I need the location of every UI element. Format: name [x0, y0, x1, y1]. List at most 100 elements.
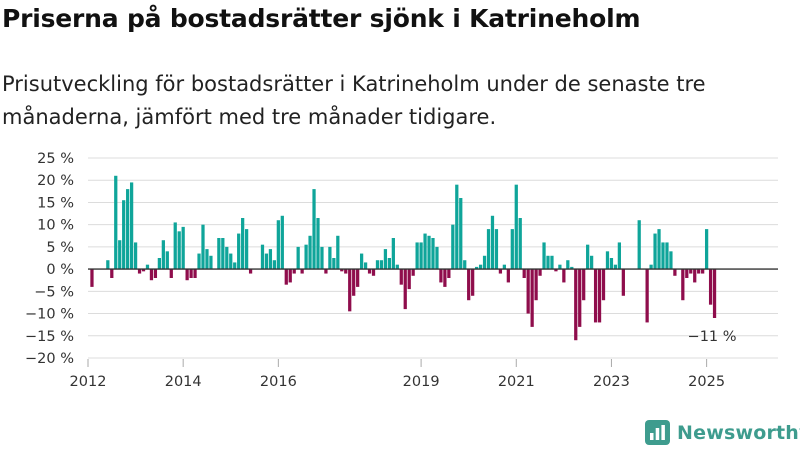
- bar: [177, 231, 181, 270]
- bar: [669, 251, 673, 270]
- x-tick-label: 2014: [165, 374, 202, 390]
- bar: [459, 198, 463, 270]
- bar: [157, 258, 161, 270]
- bar: [403, 269, 407, 310]
- bars: [90, 175, 717, 341]
- y-tick-label: −15 %: [25, 329, 74, 345]
- bar: [248, 269, 253, 274]
- bar: [673, 269, 677, 276]
- bar: [653, 233, 657, 270]
- bar: [510, 229, 514, 270]
- bar: [439, 269, 443, 283]
- bar: [447, 269, 451, 278]
- y-tick-label: −5 %: [34, 284, 74, 300]
- bar: [221, 238, 225, 270]
- bar: [229, 253, 233, 270]
- chart-subtitle: Prisutveckling för bostadsrätter i Katri…: [2, 72, 706, 129]
- bar: [165, 251, 169, 270]
- bar: [106, 260, 110, 270]
- bar: [133, 242, 138, 270]
- x-tick-label: 2019: [403, 374, 440, 390]
- bar: [320, 246, 324, 270]
- bar: [427, 235, 431, 270]
- bar: [324, 269, 328, 274]
- bar: [601, 269, 606, 301]
- bar: [395, 264, 399, 270]
- bar: [514, 184, 518, 270]
- bar: [431, 238, 435, 270]
- bar: [161, 240, 165, 270]
- bar: [423, 233, 427, 270]
- bar: [363, 262, 368, 270]
- bar: [419, 242, 423, 270]
- bar: [526, 269, 530, 314]
- bar: [589, 255, 594, 270]
- bar: [181, 226, 185, 270]
- bar: [522, 269, 526, 278]
- bar: [538, 269, 542, 276]
- bar: [300, 269, 304, 274]
- bar: [617, 242, 621, 270]
- bar: [391, 238, 395, 270]
- newsworthy-logo-icon: [645, 420, 670, 445]
- bar: [292, 269, 296, 274]
- bar: [387, 258, 391, 270]
- bar: [637, 220, 641, 270]
- bar: [574, 269, 578, 341]
- bar: [494, 229, 499, 270]
- bar: [173, 222, 177, 270]
- bar: [697, 269, 701, 274]
- bar: [149, 269, 154, 281]
- bar: [217, 238, 221, 270]
- bar: [348, 269, 352, 312]
- y-tick-label: 20 %: [37, 173, 74, 189]
- y-tick-label: 15 %: [37, 195, 74, 211]
- bar: [661, 242, 665, 270]
- bar: [137, 269, 142, 274]
- bar: [693, 269, 697, 283]
- bar: [597, 269, 602, 323]
- bar: [451, 224, 455, 270]
- bar: [312, 189, 316, 270]
- bar: [681, 269, 685, 301]
- bar: [657, 229, 661, 270]
- bar: [578, 269, 582, 327]
- bar: [375, 260, 380, 270]
- bar: [689, 269, 693, 274]
- bar: [593, 269, 598, 323]
- bar: [241, 218, 245, 270]
- x-tick-label: 2025: [688, 374, 725, 390]
- bar: [264, 253, 269, 270]
- bar: [490, 215, 495, 270]
- bar: [415, 242, 419, 270]
- bar: [296, 246, 300, 270]
- bar: [486, 229, 491, 270]
- bar: [328, 246, 332, 270]
- bar: [379, 260, 384, 270]
- bar: [359, 253, 364, 270]
- bar: [649, 264, 653, 270]
- bar: [356, 269, 360, 287]
- bar: [558, 264, 562, 270]
- bar: [197, 253, 201, 270]
- bar: [586, 244, 590, 270]
- bar: [129, 182, 134, 270]
- bar: [316, 218, 320, 270]
- bar: [478, 264, 483, 270]
- bar: [233, 262, 237, 270]
- bar: [272, 260, 276, 270]
- y-tick-label: 0 %: [46, 262, 74, 278]
- bar: [712, 269, 717, 318]
- y-tick-label: −10 %: [25, 307, 74, 323]
- y-tick-label: 25 %: [37, 151, 74, 167]
- x-tick-label: 2012: [70, 374, 107, 390]
- bar: [471, 269, 475, 296]
- bar: [455, 184, 459, 270]
- annotations: −11 %: [688, 329, 737, 345]
- bar: [613, 264, 618, 270]
- newsworthy-brand: Newsworthy: [645, 420, 800, 445]
- bar: [582, 269, 586, 301]
- bar: [169, 269, 173, 278]
- bar: [708, 269, 713, 305]
